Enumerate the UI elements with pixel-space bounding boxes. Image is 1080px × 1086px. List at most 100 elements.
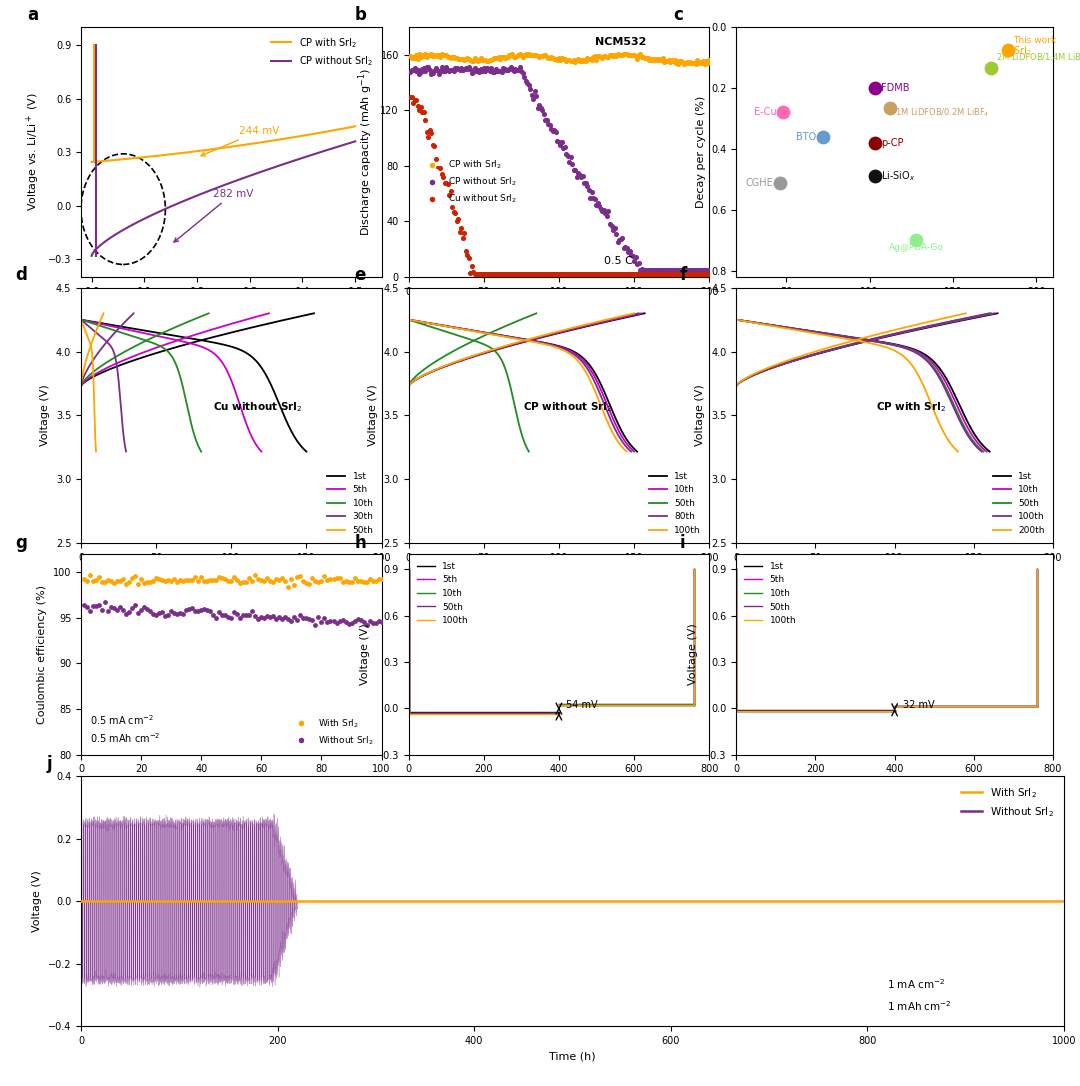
Point — [686, 262, 703, 279]
Point — [640, 262, 658, 279]
Text: j: j — [46, 755, 52, 773]
Point — [503, 60, 521, 77]
Point — [588, 51, 605, 68]
Point — [538, 112, 555, 129]
Point — [612, 265, 630, 282]
Point — [469, 265, 486, 282]
Point — [488, 50, 505, 67]
Point — [145, 572, 162, 590]
Point — [586, 48, 604, 65]
Point — [644, 51, 661, 68]
Point — [87, 571, 105, 589]
Point — [606, 219, 623, 237]
Point — [679, 265, 697, 282]
Point — [370, 570, 388, 588]
Point — [410, 65, 428, 83]
Text: CGHE: CGHE — [745, 177, 773, 188]
Point — [522, 265, 539, 282]
Point — [513, 46, 530, 63]
Point — [502, 265, 519, 282]
Point — [476, 51, 494, 68]
Point — [280, 578, 297, 595]
Point — [676, 54, 693, 72]
Point — [564, 155, 581, 173]
Point — [403, 88, 420, 105]
Point — [276, 608, 294, 626]
Point — [509, 265, 526, 282]
Point — [590, 265, 607, 282]
Point — [517, 72, 535, 89]
Y-axis label: Voltage (V): Voltage (V) — [360, 623, 370, 685]
Point — [606, 265, 623, 282]
Point — [199, 572, 216, 590]
Point — [590, 48, 607, 65]
Point — [93, 601, 110, 618]
Point — [204, 607, 221, 624]
Point — [106, 599, 123, 617]
Point — [130, 576, 147, 593]
Point — [481, 63, 498, 80]
Point — [544, 122, 562, 139]
Point — [434, 62, 451, 79]
Point — [675, 265, 692, 282]
Point — [437, 58, 455, 75]
Point — [530, 48, 548, 65]
Point — [983, 60, 1000, 77]
X-axis label: Capacity (mAh g$^{-1}$): Capacity (mAh g$^{-1}$) — [504, 568, 613, 586]
Point — [307, 572, 324, 590]
Point — [548, 265, 565, 282]
Point — [414, 103, 431, 121]
Point — [528, 87, 545, 104]
Point — [265, 608, 282, 626]
Point — [651, 265, 669, 282]
Point — [475, 59, 492, 76]
Point — [434, 46, 451, 63]
Point — [526, 265, 543, 282]
Point — [582, 265, 599, 282]
Point — [427, 60, 444, 77]
Point — [595, 265, 612, 282]
Point — [881, 99, 899, 116]
Point — [160, 607, 177, 624]
X-axis label: Capacity (mAh g$^{-1}$): Capacity (mAh g$^{-1}$) — [504, 780, 613, 798]
Text: Cu without SrI$_2$: Cu without SrI$_2$ — [213, 401, 302, 414]
Point — [642, 262, 659, 279]
Point — [693, 54, 711, 72]
Point — [432, 48, 449, 65]
Point — [121, 573, 138, 591]
Text: 1 mA cm$^{-2}$: 1 mA cm$^{-2}$ — [887, 977, 945, 990]
Point — [175, 572, 192, 590]
Point — [551, 134, 568, 151]
Point — [505, 49, 523, 66]
Point — [334, 611, 351, 629]
Point — [406, 91, 423, 109]
Point — [632, 265, 649, 282]
Point — [456, 52, 473, 70]
Point — [603, 46, 620, 63]
Point — [145, 605, 162, 622]
Point — [536, 105, 553, 123]
Point — [405, 61, 422, 78]
Point — [487, 61, 504, 78]
Y-axis label: Voltage (V): Voltage (V) — [696, 384, 705, 446]
Point — [436, 63, 454, 80]
Point — [570, 51, 588, 68]
Point — [571, 265, 589, 282]
Point — [81, 566, 98, 583]
Point — [617, 46, 634, 63]
Point — [468, 265, 485, 282]
Point — [484, 50, 501, 67]
Point — [337, 614, 354, 631]
Point — [192, 568, 210, 585]
Text: Ag@PDA-Go: Ag@PDA-Go — [889, 242, 944, 252]
Point — [271, 571, 288, 589]
Point — [602, 47, 619, 64]
Legend: 1st, 10th, 50th, 100th, 200th: 1st, 10th, 50th, 100th, 200th — [989, 468, 1049, 539]
Text: CP without SrI$_2$: CP without SrI$_2$ — [523, 401, 612, 414]
Point — [411, 99, 429, 116]
Point — [518, 75, 536, 92]
Point — [598, 265, 616, 282]
Point — [195, 572, 213, 590]
Point — [540, 49, 557, 66]
Point — [495, 49, 512, 66]
